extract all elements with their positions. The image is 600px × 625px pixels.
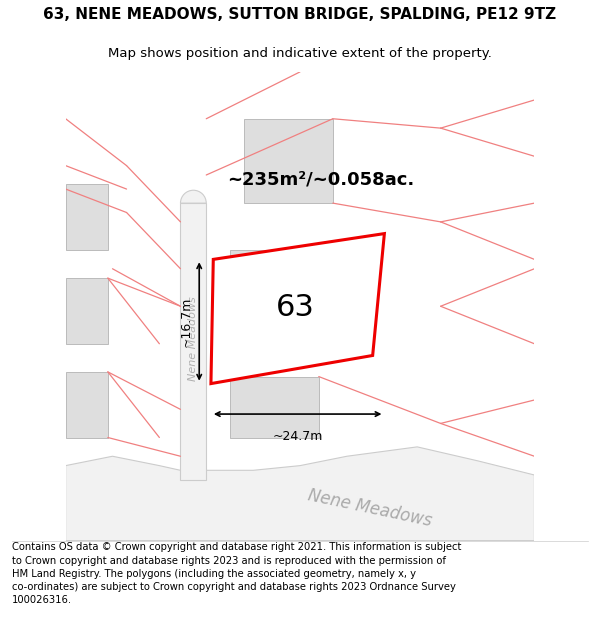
Polygon shape [230,376,319,438]
Polygon shape [230,250,319,316]
Text: 63, NENE MEADOWS, SUTTON BRIDGE, SPALDING, PE12 9TZ: 63, NENE MEADOWS, SUTTON BRIDGE, SPALDIN… [43,7,557,22]
Text: Nene Meadows: Nene Meadows [307,486,434,530]
Polygon shape [65,372,108,438]
Polygon shape [211,234,385,384]
Polygon shape [65,184,108,250]
Text: ~235m²/~0.058ac.: ~235m²/~0.058ac. [227,171,415,189]
Text: Map shows position and indicative extent of the property.: Map shows position and indicative extent… [108,48,492,61]
Polygon shape [65,278,108,344]
Polygon shape [65,447,535,541]
Text: Contains OS data © Crown copyright and database right 2021. This information is : Contains OS data © Crown copyright and d… [12,542,461,605]
Text: ~24.7m: ~24.7m [272,431,323,444]
Polygon shape [244,119,333,203]
Polygon shape [181,203,206,480]
Wedge shape [181,190,206,203]
Text: Nene Meadows: Nene Meadows [188,297,199,381]
Text: ~16.7m: ~16.7m [179,296,192,347]
Text: 63: 63 [276,292,315,322]
